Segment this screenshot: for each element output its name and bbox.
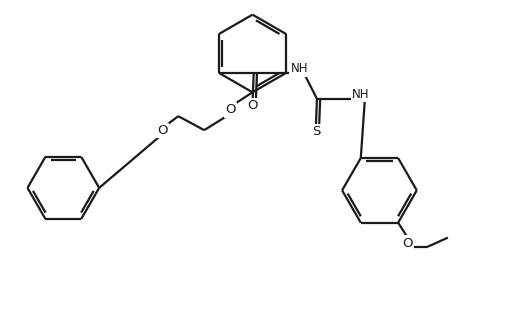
Text: O: O [157,124,167,137]
Text: NH: NH [351,88,369,101]
Text: O: O [247,99,258,112]
Text: O: O [224,103,235,116]
Text: S: S [311,125,320,138]
Text: O: O [401,237,412,250]
Text: NH: NH [290,62,308,75]
